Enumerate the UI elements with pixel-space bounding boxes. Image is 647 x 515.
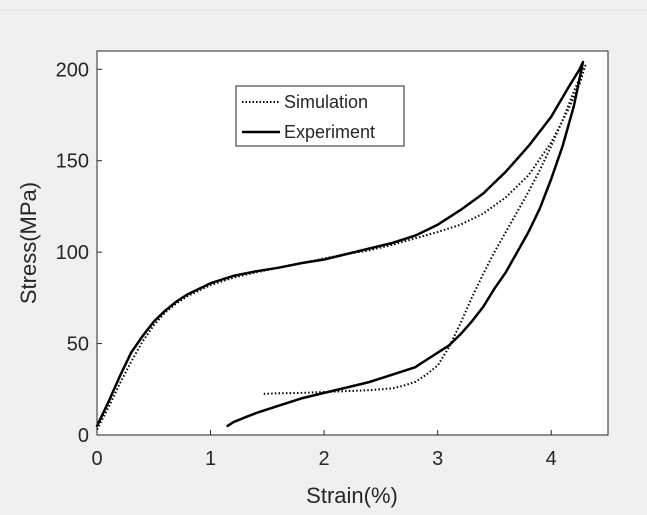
x-tick-label: 1 — [205, 448, 216, 470]
series-line-experiment — [95, 60, 585, 428]
x-axis-label: Strain(%) — [306, 483, 398, 508]
y-tick-label: 150 — [56, 151, 89, 173]
legend-experiment-label: Experiment — [284, 122, 375, 142]
legend: Simulation Experiment — [235, 85, 405, 147]
y-tick-label: 50 — [67, 334, 89, 356]
x-tick-label: 4 — [546, 448, 557, 470]
figure-top-border — [0, 10, 647, 11]
y-tick-label: 0 — [78, 425, 89, 447]
x-tick-label: 2 — [319, 448, 330, 470]
legend-box — [235, 85, 405, 147]
y-axis-label: Stress(MPa) — [16, 182, 41, 304]
x-tick-label: 0 — [91, 448, 102, 470]
legend-simulation-label: Simulation — [284, 92, 368, 112]
axes-box — [96, 50, 609, 436]
y-tick-label: 100 — [56, 242, 89, 264]
x-tick-label: 3 — [432, 448, 443, 470]
y-tick-label: 200 — [56, 59, 89, 81]
series-line-simulation — [96, 64, 587, 430]
